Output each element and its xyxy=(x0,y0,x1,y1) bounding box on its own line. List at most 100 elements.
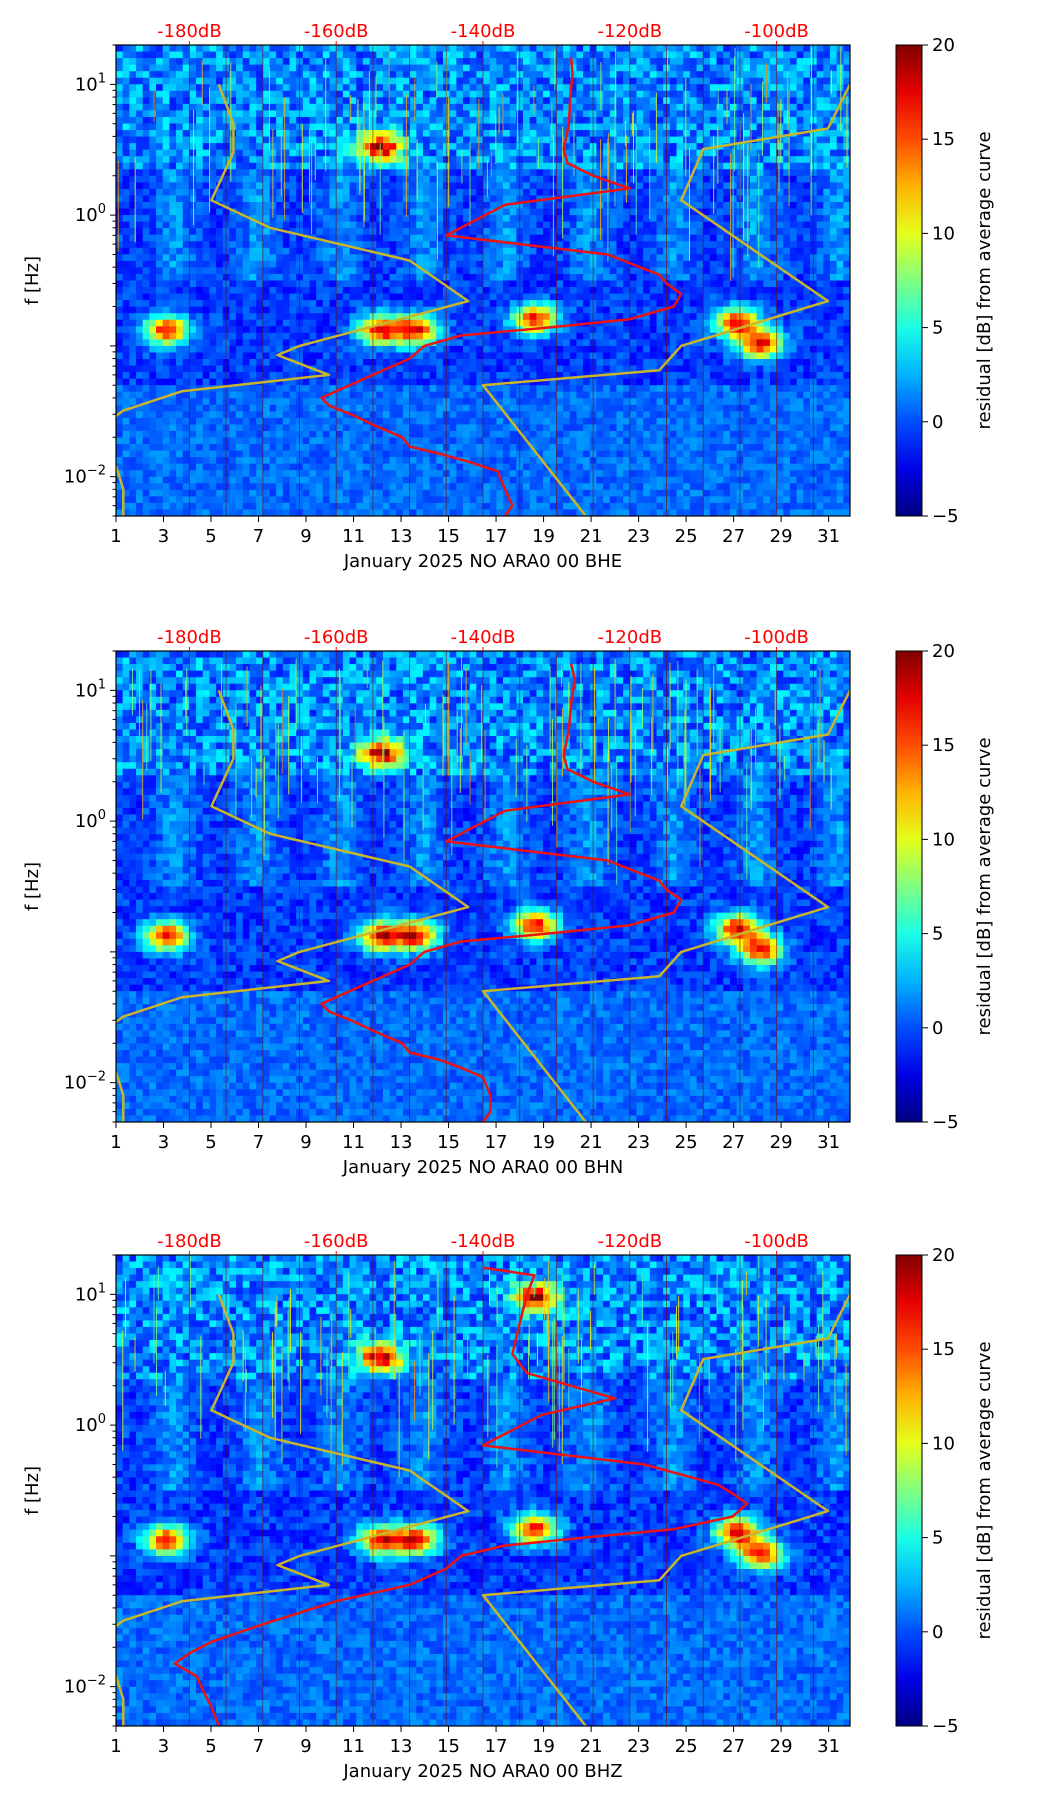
x-tick-label: 29 xyxy=(770,1736,793,1757)
x-tick-label: 5 xyxy=(205,526,216,547)
db-tick-label: -160dB xyxy=(304,627,369,648)
x-tick-label: 11 xyxy=(342,526,365,547)
y-tick-label: 100 xyxy=(75,202,106,226)
x-tick-label: 13 xyxy=(390,1132,413,1153)
x-tick-label: 19 xyxy=(532,1736,555,1757)
x-tick-label: 21 xyxy=(580,1132,603,1153)
y-tick-base: 10 xyxy=(75,1284,98,1305)
x-tick-label: 21 xyxy=(580,1736,603,1757)
y-tick-exponent: −2 xyxy=(87,464,106,479)
y-tick-exponent: −2 xyxy=(87,1070,106,1085)
y-axis-label: f [Hz] xyxy=(22,862,43,911)
x-tick-label: 1 xyxy=(110,1132,121,1153)
x-tick-label: 23 xyxy=(627,526,650,547)
y-tick-base: 10 xyxy=(64,1677,87,1698)
x-tick-label: 5 xyxy=(205,1132,216,1153)
db-tick-label: -140dB xyxy=(451,21,516,42)
y-tick-exponent: −2 xyxy=(87,1674,106,1689)
x-tick-label: 17 xyxy=(485,1132,508,1153)
x-tick-label: 23 xyxy=(627,1132,650,1153)
x-tick-label: 9 xyxy=(300,1132,311,1153)
x-tick-label: 25 xyxy=(675,526,698,547)
series-noise-model-bounds-upper xyxy=(481,689,850,1122)
series-noise-model-bounds-upper xyxy=(481,83,850,516)
spectrogram xyxy=(116,1255,850,1726)
x-tick-label: 3 xyxy=(158,526,169,547)
colorbar-tick-label: −5 xyxy=(932,1112,959,1133)
y-tick-label: 101 xyxy=(75,71,106,95)
db-tick-label: -180dB xyxy=(157,627,222,648)
colorbar-tick-label: 5 xyxy=(932,1528,943,1549)
x-tick-label: 27 xyxy=(722,1736,745,1757)
colorbar-label: residual [dB] from average curve xyxy=(974,1341,995,1639)
x-tick-label: 5 xyxy=(205,1736,216,1757)
y-tick-label: 10−2 xyxy=(64,464,106,488)
spectrogram xyxy=(116,45,850,516)
x-tick-label: 29 xyxy=(770,1132,793,1153)
x-tick-label: 9 xyxy=(300,1736,311,1757)
colorbar-tick-label: 15 xyxy=(932,129,955,150)
y-tick-base: 10 xyxy=(75,74,98,95)
y-tick-base: 10 xyxy=(64,467,87,488)
y-axis-label: f [Hz] xyxy=(22,1466,43,1515)
y-tick-label: 101 xyxy=(75,1281,106,1305)
x-axis-label: January 2025 NO ARA0 00 BHZ xyxy=(342,1761,622,1782)
y-tick-label: 10−2 xyxy=(64,1674,106,1698)
y-tick-base: 10 xyxy=(64,1073,87,1094)
y-tick-label: 101 xyxy=(75,677,106,701)
colorbar-tick-label: −5 xyxy=(932,506,959,527)
x-tick-label: 27 xyxy=(722,526,745,547)
colorbar-tick-label: 0 xyxy=(932,1018,943,1039)
x-tick-label: 13 xyxy=(390,526,413,547)
db-tick-label: -100dB xyxy=(744,21,809,42)
colorbar-tick-label: 10 xyxy=(932,829,955,850)
x-tick-label: 1 xyxy=(110,1736,121,1757)
colorbar-tick-label: 20 xyxy=(932,1245,955,1266)
series-noise-model-bounds xyxy=(116,689,470,1122)
colorbar-tick-label: 15 xyxy=(932,735,955,756)
y-tick-exponent: 1 xyxy=(98,677,106,692)
x-tick-label: 15 xyxy=(437,1132,460,1153)
x-tick-label: 7 xyxy=(253,1132,264,1153)
y-tick-exponent: 0 xyxy=(98,808,106,823)
db-tick-label: -120dB xyxy=(597,21,662,42)
y-tick-base: 10 xyxy=(75,205,98,226)
x-tick-label: 17 xyxy=(485,1736,508,1757)
colorbar-tick-label: 15 xyxy=(932,1339,955,1360)
db-tick-label: -120dB xyxy=(597,1231,662,1252)
x-tick-label: 31 xyxy=(817,1132,840,1153)
x-tick-label: 17 xyxy=(485,526,508,547)
colorbar-tick-label: 0 xyxy=(932,1622,943,1643)
db-tick-label: -100dB xyxy=(744,627,809,648)
y-tick-label: 100 xyxy=(75,1412,106,1436)
colorbar: −5 0 5 10 15 20 residual [dB] from average cur… xyxy=(895,35,995,527)
db-tick-label: -180dB xyxy=(157,21,222,42)
x-tick-label: 27 xyxy=(722,1132,745,1153)
colorbar-tick-label: 20 xyxy=(932,35,955,56)
colorbar-tick-label: 20 xyxy=(932,641,955,662)
db-tick-label: -140dB xyxy=(451,627,516,648)
y-tick-exponent: 0 xyxy=(98,1412,106,1427)
y-tick-base: 10 xyxy=(75,1415,98,1436)
db-tick-label: -140dB xyxy=(451,1231,516,1252)
x-tick-label: 11 xyxy=(342,1736,365,1757)
x-tick-label: 3 xyxy=(158,1132,169,1153)
x-tick-label: 25 xyxy=(675,1736,698,1757)
colorbar-tick-label: −5 xyxy=(932,1716,959,1737)
series-noise-model-bounds xyxy=(116,83,470,516)
colorbar: −5 0 5 10 15 20 residual [dB] from average cur… xyxy=(895,1245,995,1737)
y-tick-exponent: 0 xyxy=(98,202,106,217)
x-tick-label: 21 xyxy=(580,526,603,547)
y-axis-label: f [Hz] xyxy=(22,256,43,305)
colorbar-tick-label: 5 xyxy=(932,924,943,945)
colorbar: −5 0 5 10 15 20 residual [dB] from average cur… xyxy=(895,641,995,1133)
colorbar-gradient xyxy=(895,650,923,1123)
series-average-psd-curve xyxy=(173,1266,749,1726)
y-tick-label: 10−2 xyxy=(64,1070,106,1094)
x-tick-label: 3 xyxy=(158,1736,169,1757)
db-tick-label: -160dB xyxy=(304,21,369,42)
colorbar-label: residual [dB] from average curve xyxy=(974,737,995,1035)
